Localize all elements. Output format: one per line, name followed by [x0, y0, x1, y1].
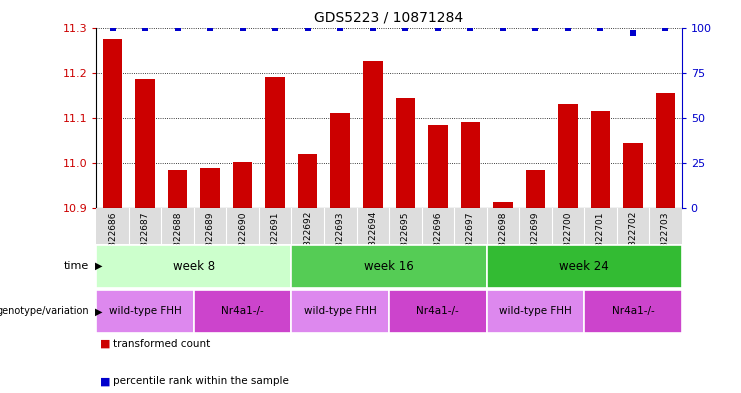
Text: transformed count: transformed count — [113, 339, 210, 349]
Point — [659, 24, 671, 31]
Point — [497, 24, 509, 31]
Text: GSM1322686: GSM1322686 — [108, 211, 117, 272]
Text: week 8: week 8 — [173, 260, 215, 273]
Text: GSM1322698: GSM1322698 — [499, 211, 508, 272]
Point — [172, 24, 184, 31]
Bar — [525, 170, 545, 208]
Text: GSM1322688: GSM1322688 — [173, 211, 182, 272]
Bar — [96, 208, 682, 244]
Text: GSM1322699: GSM1322699 — [531, 211, 540, 272]
Bar — [291, 244, 487, 288]
Text: Nr4a1-/-: Nr4a1-/- — [222, 307, 264, 316]
Text: ■: ■ — [100, 376, 110, 386]
Bar — [389, 290, 487, 333]
Text: GSM1322702: GSM1322702 — [628, 211, 637, 272]
Text: time: time — [64, 261, 89, 271]
Text: genotype/variation: genotype/variation — [0, 307, 89, 316]
Point — [627, 30, 639, 36]
Text: GSM1322697: GSM1322697 — [466, 211, 475, 272]
Bar — [487, 290, 584, 333]
Bar — [200, 168, 220, 208]
Text: GSM1322695: GSM1322695 — [401, 211, 410, 272]
Point — [367, 24, 379, 31]
Text: GSM1322691: GSM1322691 — [270, 211, 279, 272]
Bar — [623, 143, 642, 208]
Bar — [584, 290, 682, 333]
Bar — [298, 154, 317, 208]
Text: Nr4a1-/-: Nr4a1-/- — [416, 307, 459, 316]
Bar — [363, 61, 382, 208]
Bar — [656, 93, 675, 208]
Bar — [461, 123, 480, 208]
Point — [432, 24, 444, 31]
Bar — [396, 97, 415, 208]
Text: GSM1322703: GSM1322703 — [661, 211, 670, 272]
Bar — [493, 202, 513, 208]
Point — [269, 24, 281, 31]
Text: GSM1322690: GSM1322690 — [238, 211, 247, 272]
Text: ▶: ▶ — [95, 307, 102, 316]
Point — [594, 24, 606, 31]
Text: wild-type FHH: wild-type FHH — [304, 307, 376, 316]
Text: wild-type FHH: wild-type FHH — [109, 307, 182, 316]
Text: GSM1322696: GSM1322696 — [433, 211, 442, 272]
Point — [562, 24, 574, 31]
Bar — [591, 111, 610, 208]
Bar — [136, 79, 155, 208]
Bar — [96, 290, 194, 333]
Bar — [194, 290, 291, 333]
Text: GSM1322687: GSM1322687 — [141, 211, 150, 272]
Bar — [96, 244, 291, 288]
Title: GDS5223 / 10871284: GDS5223 / 10871284 — [314, 11, 464, 25]
Text: GSM1322693: GSM1322693 — [336, 211, 345, 272]
Text: GSM1322700: GSM1322700 — [563, 211, 572, 272]
Point — [205, 24, 216, 31]
Point — [139, 24, 151, 31]
Bar — [103, 39, 122, 208]
Text: GSM1322701: GSM1322701 — [596, 211, 605, 272]
Text: percentile rank within the sample: percentile rank within the sample — [113, 376, 288, 386]
Text: wild-type FHH: wild-type FHH — [499, 307, 572, 316]
Text: ▶: ▶ — [95, 261, 102, 271]
Point — [399, 24, 411, 31]
Bar — [428, 125, 448, 208]
Text: ■: ■ — [100, 339, 110, 349]
Point — [465, 24, 476, 31]
Bar — [487, 244, 682, 288]
Text: Nr4a1-/-: Nr4a1-/- — [611, 307, 654, 316]
Point — [236, 24, 248, 31]
Point — [302, 24, 313, 31]
Bar — [291, 290, 389, 333]
Point — [107, 24, 119, 31]
Bar — [233, 162, 253, 208]
Bar — [558, 104, 578, 208]
Text: GSM1322692: GSM1322692 — [303, 211, 312, 272]
Bar — [168, 170, 187, 208]
Text: week 24: week 24 — [559, 260, 609, 273]
Text: GSM1322689: GSM1322689 — [206, 211, 215, 272]
Bar — [265, 77, 285, 208]
Point — [334, 24, 346, 31]
Point — [529, 24, 541, 31]
Bar — [330, 114, 350, 208]
Text: GSM1322694: GSM1322694 — [368, 211, 377, 272]
Text: week 16: week 16 — [364, 260, 414, 273]
